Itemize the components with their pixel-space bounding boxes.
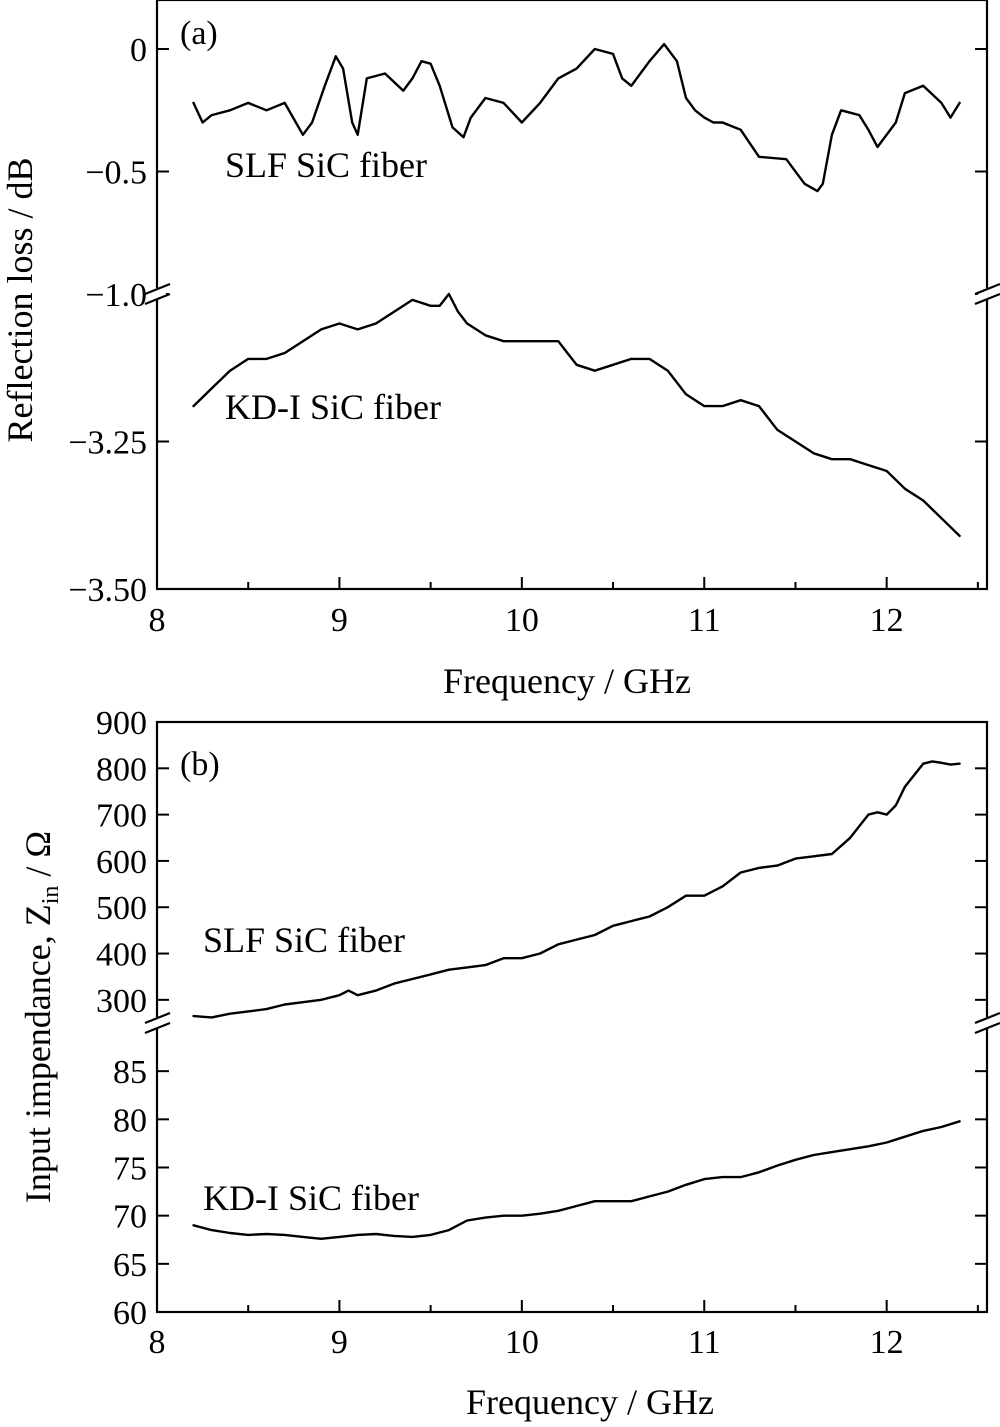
y-tick-label: 85: [113, 1054, 147, 1091]
series-line-kd-i-sic-fiber: [192, 292, 961, 538]
x-tick-label: 9: [331, 1324, 348, 1361]
panel-b-y-ticks-lower: 85 80 75 70 65 60: [113, 1054, 987, 1332]
panel-a-x-axis-title: Frequency / GHz: [443, 661, 691, 701]
y-axis-title-main: Input impendance, Z: [18, 904, 58, 1203]
y-tick-label: 65: [113, 1247, 147, 1284]
y-tick-label: 75: [113, 1151, 147, 1188]
x-tick-label: 10: [505, 602, 539, 639]
axis-break-mark: [144, 1011, 171, 1025]
panel-b-label: (b): [180, 746, 220, 783]
x-tick-label: 11: [688, 1324, 721, 1361]
y-tick-label: 70: [113, 1199, 147, 1236]
series-line-slf-sic-fiber: [192, 42, 961, 193]
axis-break-mark: [974, 1011, 1000, 1025]
panel-a-x-ticks: 8 9 10 11 12: [149, 577, 979, 639]
axis-break-mark: [144, 282, 171, 296]
y-tick-label: 700: [96, 798, 147, 835]
panel-b-axis-break: [144, 1011, 1000, 1035]
panel-a-y-axis-title: Reflection loss / dB: [0, 158, 40, 443]
x-tick-label: 8: [149, 1324, 166, 1361]
series-line-kd-i-sic-fiber: [192, 1120, 961, 1240]
axis-break-mark: [974, 1021, 1000, 1035]
y-tick-label: 80: [113, 1102, 147, 1139]
axis-break-mark: [974, 282, 1000, 296]
axis-break-mark: [974, 292, 1000, 306]
panel-b-y-ticks-upper: 900 800 700 600 500 400 300: [96, 705, 987, 1020]
panel-a-y-ticks-lower: −3.25 −3.50: [68, 425, 987, 609]
y-tick-label: 800: [96, 751, 147, 788]
y-tick-label: 0: [130, 32, 147, 69]
y-tick-label: −3.25: [68, 425, 147, 462]
panel-b-x-ticks: 8 9 10 11 12: [149, 1300, 979, 1361]
y-tick-label: 300: [96, 983, 147, 1020]
y-axis-title-unit: / Ω: [18, 831, 58, 886]
panel-b-frame: [155, 720, 989, 1314]
panel-b: (b) 900 800 700 600 500 400 300 85 80 75 70 65 60 8…: [18, 705, 1000, 1422]
panel-b-x-axis-title: Frequency / GHz: [466, 1382, 714, 1422]
x-tick-label: 8: [149, 602, 166, 639]
series-label-slf-sic-fiber: SLF SiC fiber: [225, 145, 427, 185]
panel-a-y-ticks-upper: 0 −0.5 −1.0: [85, 32, 987, 314]
series-label-kd-i-sic-fiber: KD-I SiC fiber: [203, 1178, 419, 1218]
y-tick-label: 900: [96, 705, 147, 742]
axis-break-mark: [144, 1021, 171, 1035]
y-tick-label: −1.0: [85, 277, 147, 314]
x-tick-label: 12: [870, 602, 904, 639]
y-axis-title-subscript: in: [38, 886, 64, 905]
y-tick-label: −3.50: [68, 572, 147, 609]
x-tick-label: 9: [331, 602, 348, 639]
panel-a: (a) 0 −0.5 −1.0 −3.25 −3.50 8 9 10 11 12 SLF Si…: [0, 0, 1000, 701]
y-tick-label: 60: [113, 1295, 147, 1332]
x-tick-label: 10: [505, 1324, 539, 1361]
x-tick-label: 12: [870, 1324, 904, 1361]
x-tick-label: 11: [688, 602, 721, 639]
series-label-kd-i-sic-fiber: KD-I SiC fiber: [225, 387, 441, 427]
series-line-slf-sic-fiber: [192, 760, 961, 1019]
y-tick-label: 400: [96, 937, 147, 974]
y-tick-label: −0.5: [85, 155, 147, 192]
y-tick-label: 600: [96, 844, 147, 881]
panel-a-frame: [155, 0, 989, 591]
y-tick-label: 500: [96, 890, 147, 927]
axis-break-mark: [144, 292, 171, 306]
panel-b-y-axis-title: Input impendance, Zin / Ω: [18, 831, 64, 1203]
panel-a-label: (a): [180, 15, 218, 52]
panel-a-axis-break: [144, 282, 1000, 306]
series-label-slf-sic-fiber: SLF SiC fiber: [203, 920, 405, 960]
